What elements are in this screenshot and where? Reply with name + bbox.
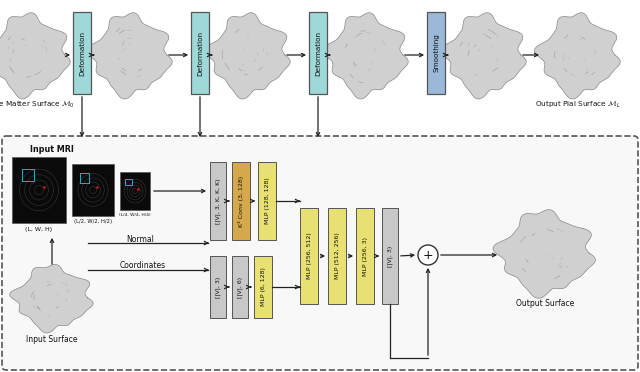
Bar (232, 256, 248, 318)
Text: Normal: Normal (126, 234, 154, 244)
Bar (210, 162, 226, 240)
Bar (309, 12, 327, 94)
Text: Coordinates: Coordinates (120, 260, 166, 269)
Bar (191, 12, 209, 94)
Text: Deformation: Deformation (197, 31, 203, 76)
Text: (L, W, H): (L, W, H) (26, 227, 52, 231)
Bar (72, 164, 114, 216)
Circle shape (418, 245, 438, 265)
Text: [|V|, 3, K, K, K): [|V|, 3, K, K, K) (215, 178, 221, 224)
Polygon shape (534, 13, 620, 99)
Text: White Matter Surface $\mathcal{M}_0$: White Matter Surface $\mathcal{M}_0$ (0, 99, 74, 110)
Bar (120, 172, 150, 210)
Bar (328, 208, 346, 304)
Bar (73, 12, 91, 94)
Text: MLP (256, 512): MLP (256, 512) (307, 232, 312, 279)
Bar (125, 179, 132, 185)
Text: Output Surface: Output Surface (516, 298, 574, 308)
Polygon shape (323, 13, 408, 99)
Text: [|V|, 6): [|V|, 6) (237, 276, 243, 298)
Polygon shape (86, 13, 172, 99)
Text: MLP (6, 128): MLP (6, 128) (260, 267, 266, 307)
Polygon shape (440, 13, 526, 99)
Text: MLP (128, 128): MLP (128, 128) (264, 177, 269, 224)
Polygon shape (205, 13, 291, 99)
Bar (427, 12, 445, 94)
Bar (210, 256, 226, 318)
Polygon shape (10, 264, 93, 333)
Text: Input Surface: Input Surface (26, 334, 77, 343)
Text: Deformation: Deformation (315, 31, 321, 76)
Bar (258, 162, 276, 240)
Text: Smoothing: Smoothing (433, 33, 439, 73)
Text: Output Pial Surface $\mathcal{M}_L$: Output Pial Surface $\mathcal{M}_L$ (535, 99, 621, 110)
Text: [|V|, 3): [|V|, 3) (215, 276, 221, 298)
Bar (254, 256, 272, 318)
Text: K³ Conv (3, 128): K³ Conv (3, 128) (238, 176, 244, 227)
Text: (L/4, W/4, H/4): (L/4, W/4, H/4) (119, 213, 151, 217)
Text: MLP (256, 3): MLP (256, 3) (362, 237, 367, 276)
Bar (300, 208, 318, 304)
Text: [|V|, 3): [|V|, 3) (387, 246, 393, 267)
Text: +: + (422, 249, 433, 262)
Polygon shape (0, 13, 70, 99)
Bar (22, 169, 34, 181)
Text: MLP (512, 256): MLP (512, 256) (335, 232, 339, 279)
Bar (79, 173, 89, 183)
Bar (12, 157, 66, 223)
Text: Deformation: Deformation (79, 31, 85, 76)
FancyBboxPatch shape (2, 136, 638, 370)
Bar (382, 208, 398, 304)
Bar (232, 162, 250, 240)
Text: Input MRI: Input MRI (30, 145, 74, 154)
Bar (356, 208, 374, 304)
Text: (L/2, W/2, H/2): (L/2, W/2, H/2) (74, 219, 112, 224)
Polygon shape (493, 210, 595, 298)
